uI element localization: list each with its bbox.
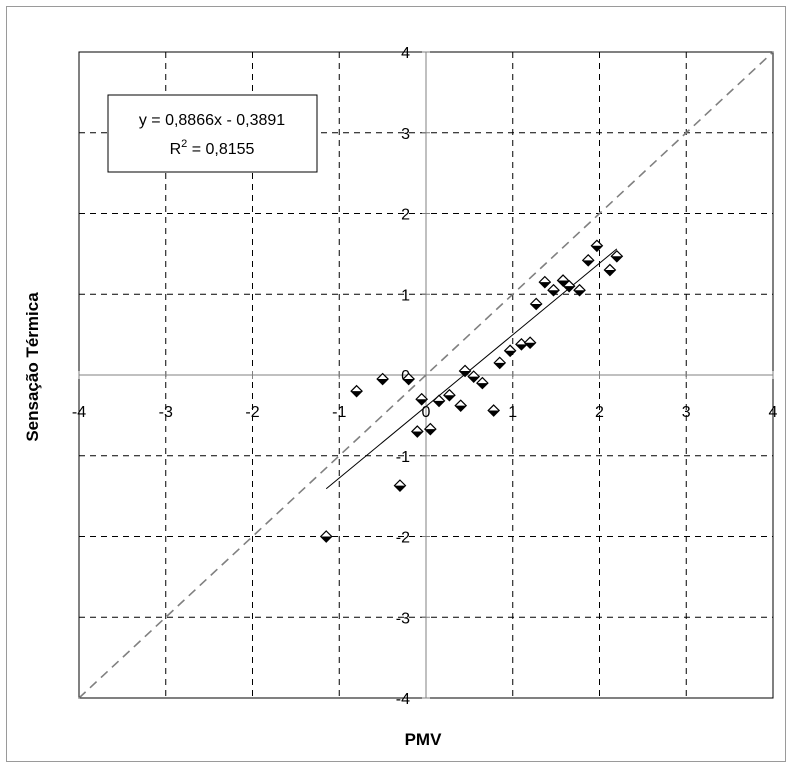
x-tick-label: 3: [682, 404, 691, 421]
data-point-fill: [504, 350, 516, 357]
data-point: [581, 253, 595, 267]
data-point: [573, 283, 586, 297]
data-point-fill: [424, 429, 436, 435]
equation-box-border: [107, 94, 318, 173]
x-tick-label: -1: [332, 404, 346, 421]
x-tick-label: -4: [72, 404, 86, 421]
data-point-fill: [488, 410, 500, 417]
y-tick-label: -2: [396, 530, 410, 547]
data-point-fill: [539, 282, 551, 288]
data-point-fill: [574, 290, 586, 296]
data-point: [467, 370, 481, 383]
data-point: [415, 392, 429, 406]
data-point-fill: [563, 286, 575, 292]
equation-box: y = 0,8866x - 0,3891 R2 = 0,8155: [107, 94, 318, 173]
data-point: [523, 336, 537, 350]
data-point: [410, 425, 424, 438]
data-point-fill: [433, 400, 445, 407]
r-squared-text: R2 = 0,8155: [170, 138, 255, 158]
data-point: [547, 283, 560, 297]
data-point: [443, 388, 456, 402]
data-point-fill: [604, 270, 616, 276]
data-point-fill: [403, 379, 415, 385]
data-point-fill: [548, 290, 560, 296]
data-point-fill: [394, 485, 406, 492]
data-point-fill: [416, 399, 428, 405]
y-tick-label: -3: [396, 610, 410, 627]
data-point: [590, 239, 604, 253]
data-point: [376, 372, 389, 386]
x-tick-label: -3: [159, 404, 173, 421]
data-point: [529, 297, 543, 311]
data-point-fill: [443, 395, 455, 401]
data-point: [603, 263, 617, 277]
data-point-fill: [468, 376, 480, 383]
data-point-fill: [515, 344, 527, 350]
x-tick-label: 1: [508, 404, 517, 421]
data-point: [487, 404, 501, 417]
r2-symbol: R: [170, 141, 182, 158]
data-point-fill: [611, 256, 623, 262]
data-point-fill: [582, 260, 594, 266]
data-point-fill: [494, 362, 506, 369]
data-point: [350, 384, 363, 398]
data-point-fill: [455, 405, 467, 412]
x-tick-label: 4: [769, 404, 778, 421]
data-points: [319, 239, 624, 543]
y-tick-label: 1: [401, 287, 410, 304]
y-tick-label: 3: [401, 126, 410, 143]
data-point-fill: [591, 245, 603, 252]
y-tick-label: -4: [396, 691, 410, 708]
x-tick-label: 0: [422, 404, 431, 421]
reference-line-group: [78, 51, 774, 699]
data-point: [538, 275, 552, 289]
axes: [78, 51, 774, 699]
data-point-fill: [557, 280, 569, 287]
equation-text: y = 0,8866x - 0,3891: [139, 112, 285, 129]
data-point: [454, 399, 468, 413]
identity-reference-line: [78, 51, 774, 699]
y-tick-label: 4: [401, 45, 410, 62]
data-point: [503, 344, 517, 358]
data-point-fill: [377, 379, 389, 385]
data-point: [432, 394, 446, 408]
data-point: [423, 422, 437, 436]
r2-value: = 0,8155: [187, 141, 254, 158]
data-point-fill: [524, 342, 536, 349]
data-point: [393, 479, 407, 492]
r2-exponent: 2: [181, 138, 187, 150]
data-point-fill: [530, 303, 542, 310]
x-tick-labels: -4 -3 -2 -1 0 1 2 3 4: [72, 404, 778, 421]
data-point: [493, 356, 507, 370]
data-point-fill: [351, 391, 363, 397]
data-point-fill: [320, 536, 332, 542]
data-point: [319, 530, 333, 543]
y-axis-title: Sensação Térmica: [23, 292, 42, 442]
data-point: [402, 372, 415, 386]
data-point-fill: [459, 370, 471, 377]
x-tick-label: -2: [245, 404, 259, 421]
data-point: [476, 376, 489, 390]
data-point: [562, 279, 576, 293]
y-tick-label: 2: [401, 207, 410, 224]
data-point-fill: [411, 431, 423, 438]
data-point: [458, 364, 472, 378]
y-tick-label: -1: [396, 449, 410, 466]
x-axis-title: PMV: [405, 730, 443, 749]
data-point: [610, 249, 624, 263]
x-tick-label: 2: [595, 404, 604, 421]
data-point-fill: [476, 383, 488, 389]
